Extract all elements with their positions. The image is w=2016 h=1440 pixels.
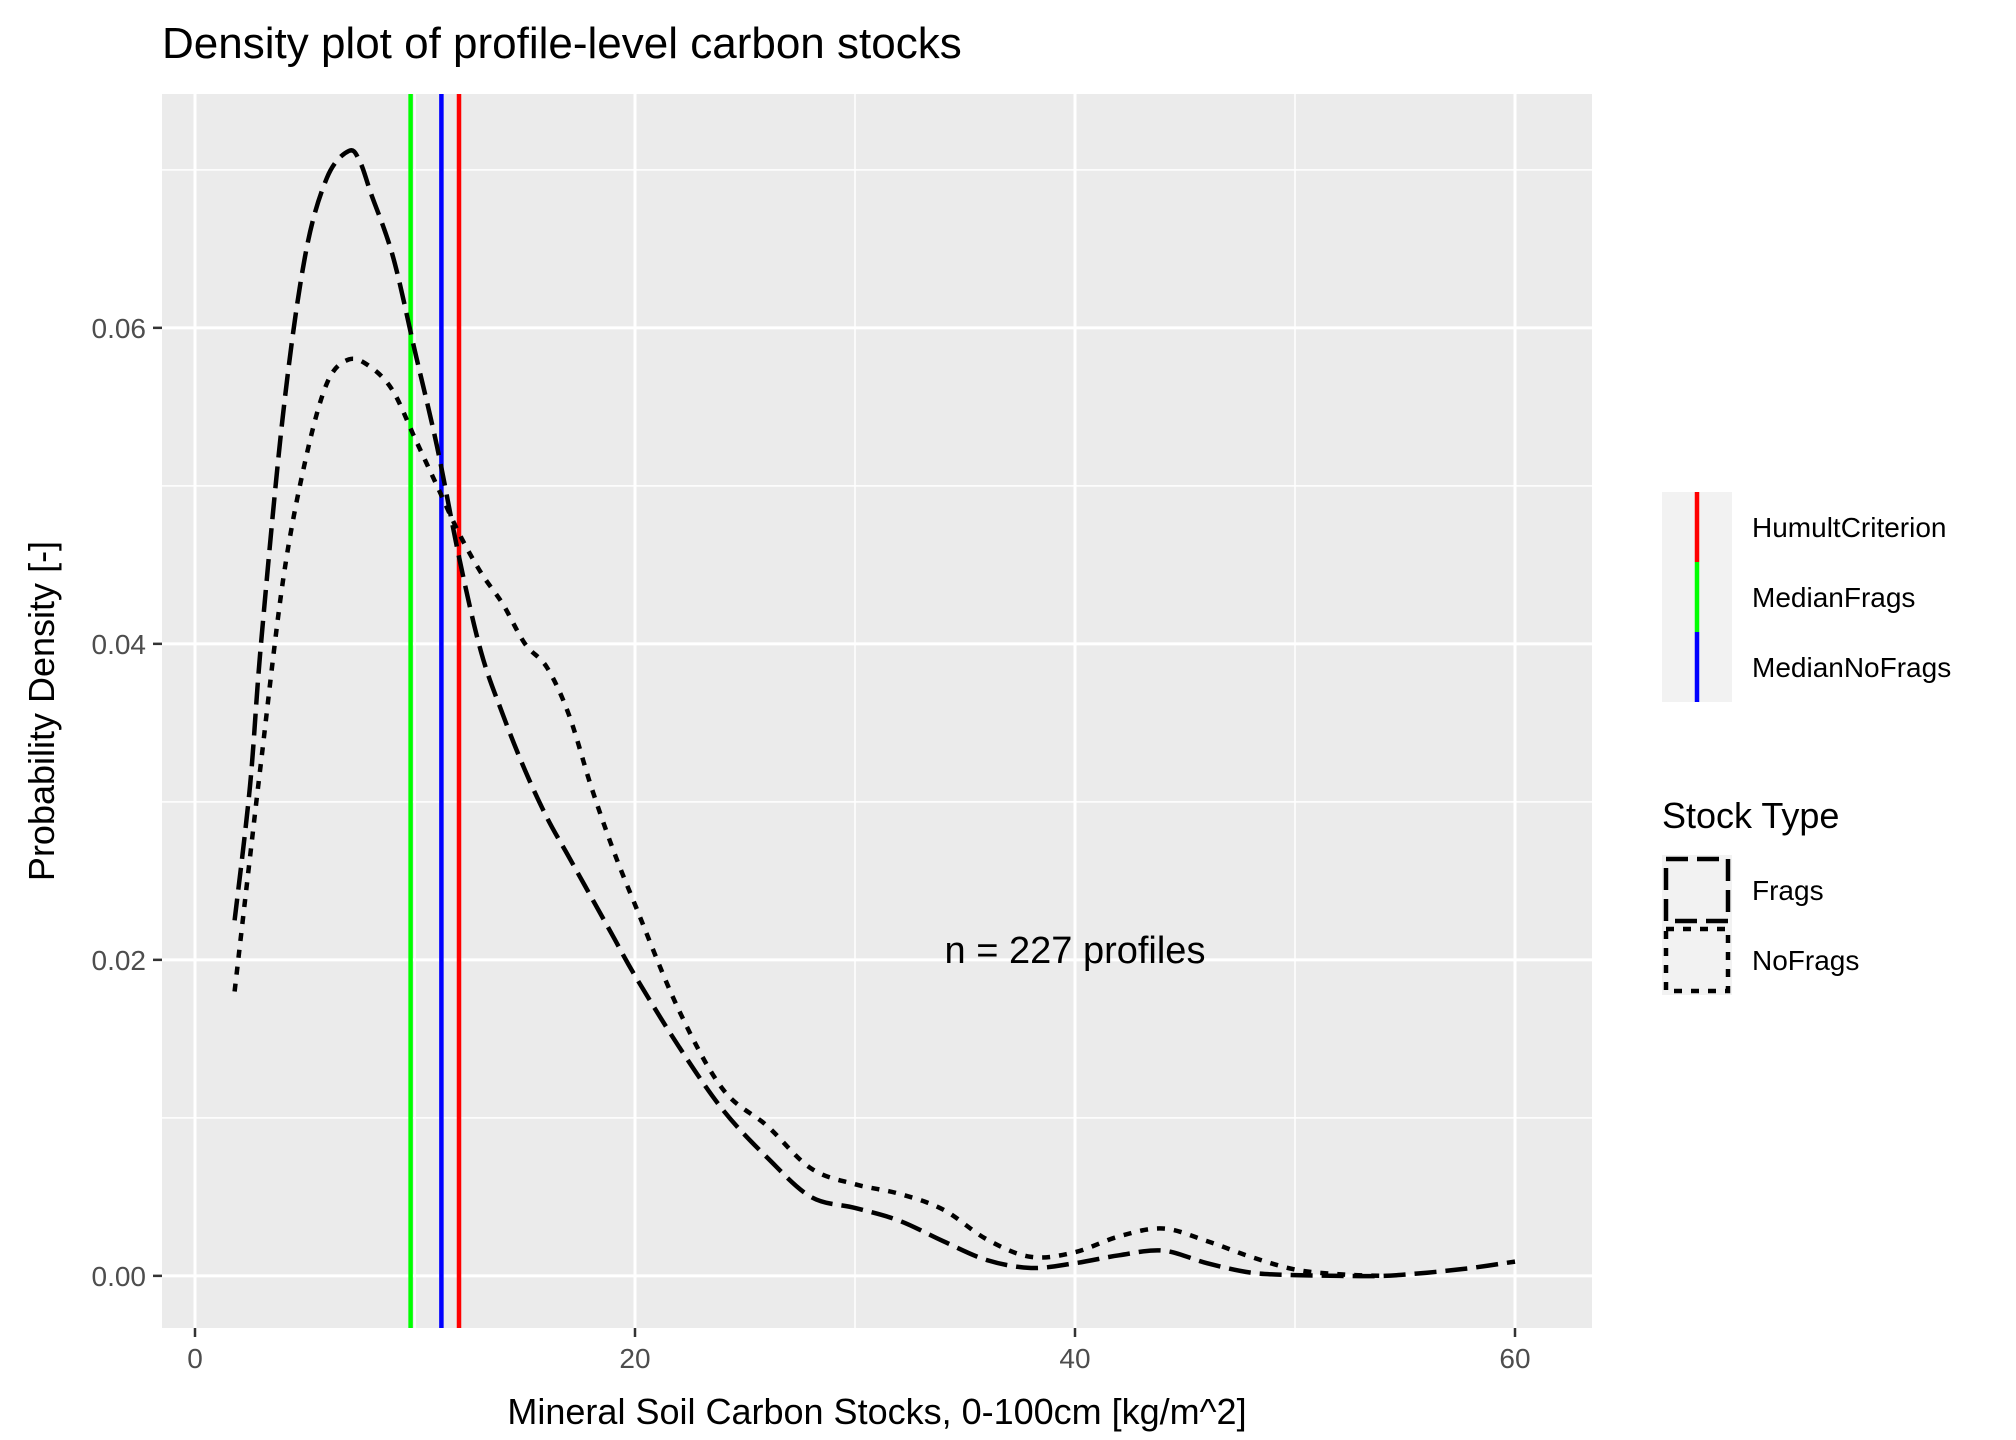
legend-key-nofrags [1663,926,1731,994]
y-tick-label: 0.04 [92,629,147,660]
reference-lines [408,94,462,1328]
minor-gridlines [162,94,1592,1328]
y-tick-label: 0.02 [92,945,147,976]
series-nofrags-curve [232,356,1384,1279]
reference-line-legend: HumultCriterion MedianFrags MedianNoFrags [1662,492,1951,702]
legend-key-bg [1662,925,1732,995]
y-tick-label: 0.06 [92,313,147,344]
legend-title: Stock Type [1662,795,1839,836]
x-axis-ticks: 0 20 40 60 [187,1328,1531,1374]
legend-label: MedianNoFrags [1752,652,1951,683]
density-curves [232,148,1516,1279]
x-tick-label: 0 [187,1343,203,1374]
legend-label: Frags [1752,875,1824,906]
x-tick-label: 20 [619,1343,650,1374]
legend-key-frags [1663,856,1731,924]
x-axis-title: Mineral Soil Carbon Stocks, 0-100cm [kg/… [507,1391,1246,1432]
legend-label: MedianFrags [1752,582,1915,613]
series-frags-curve [232,148,1516,1279]
plot-panel [162,94,1592,1328]
legend-key-bg [1662,855,1732,925]
chart-title: Density plot of profile-level carbon sto… [162,19,962,68]
major-gridlines [162,94,1592,1328]
x-tick-label: 60 [1499,1343,1530,1374]
stock-type-legend: Stock Type Frags NoFrags [1662,795,1859,995]
legend-label: HumultCriterion [1752,512,1947,543]
x-tick-label: 40 [1059,1343,1090,1374]
y-tick-label: 0.00 [92,1261,147,1292]
sample-size-annotation: n = 227 profiles [945,930,1206,972]
y-axis-ticks: 0.00 0.02 0.04 0.06 [92,313,162,1292]
y-axis-title: Probability Density [-] [21,541,62,881]
legend-label: NoFrags [1752,945,1859,976]
